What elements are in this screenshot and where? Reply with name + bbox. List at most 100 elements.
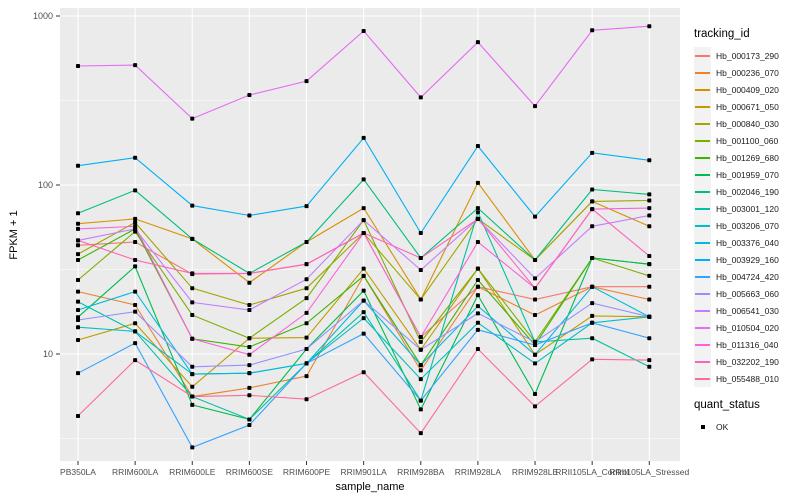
data-point-Hb_001269_680: [76, 257, 80, 262]
data-point-Hb_000671_050: [76, 338, 80, 343]
x-tick-label: RRIM600LE: [169, 467, 216, 477]
x-tick-label: RRIM928BA: [397, 467, 445, 477]
data-point-Hb_003001_120: [475, 210, 480, 215]
legend-item-label: Hb_011316_040: [716, 339, 779, 350]
x-tick-label: RRIM928LA: [455, 467, 502, 477]
legend-key-line-icon: [694, 285, 711, 302]
data-point-Hb_006541_030: [361, 218, 366, 223]
data-point-Hb_005663_060: [647, 314, 652, 319]
legend-key-line-icon: [694, 251, 711, 268]
data-point-Hb_003376_040: [418, 363, 423, 368]
data-point-Hb_032202_190: [475, 216, 480, 221]
data-point-Hb_002046_190: [590, 187, 595, 192]
legend-item-Hb_002046_190: Hb_002046_190: [694, 183, 800, 200]
data-point-Hb_000173_290: [647, 284, 652, 289]
data-point-Hb_002046_190: [533, 257, 538, 262]
data-point-Hb_006541_030: [647, 213, 652, 218]
legend-item-Hb_000236_070: Hb_000236_070: [694, 64, 800, 81]
y-tick-label: 10: [43, 349, 53, 359]
data-point-Hb_032202_190: [304, 262, 309, 267]
data-point-Hb_011316_040: [475, 239, 480, 244]
data-point-Hb_005663_060: [190, 364, 195, 369]
data-point-Hb_006541_030: [418, 268, 423, 273]
data-point-Hb_011316_040: [247, 352, 252, 357]
legend-item-label: Hb_004724_420: [716, 271, 779, 282]
data-point-Hb_004724_420: [304, 361, 309, 366]
data-point-Hb_032202_190: [247, 271, 252, 276]
data-point-Hb_055488_010: [418, 431, 423, 436]
data-point-Hb_004724_420: [590, 320, 595, 325]
data-point-Hb_001959_070: [647, 262, 652, 267]
data-point-Hb_002046_190: [304, 239, 309, 244]
legend-item-quant-OK: OK: [694, 418, 800, 435]
data-point-Hb_005663_060: [304, 347, 309, 352]
data-point-Hb_003929_160: [76, 163, 80, 168]
data-point-Hb_005663_060: [475, 311, 480, 316]
data-point-Hb_001100_060: [647, 273, 652, 278]
data-point-Hb_003001_120: [247, 417, 252, 422]
data-point-Hb_011316_040: [647, 206, 652, 211]
data-point-Hb_003376_040: [76, 308, 80, 313]
x-tick-label: RRIM901LA: [340, 467, 387, 477]
data-point-Hb_032202_190: [533, 286, 538, 291]
legend-item-Hb_011316_040: Hb_011316_040: [694, 336, 800, 353]
data-point-Hb_010504_020: [418, 95, 423, 100]
data-point-Hb_010504_020: [647, 24, 652, 29]
data-point-Hb_004724_420: [418, 398, 423, 403]
data-point-Hb_000840_030: [247, 302, 252, 307]
data-point-Hb_000409_020: [361, 206, 366, 211]
data-point-Hb_055488_010: [475, 347, 480, 352]
data-point-Hb_000236_070: [647, 297, 652, 302]
legend-item-label: OK: [716, 421, 729, 432]
legend-key-line-icon: [694, 302, 711, 319]
x-axis-title: sample_name: [335, 481, 405, 493]
legend-key-line-icon: [694, 200, 711, 217]
data-point-Hb_002046_190: [647, 192, 652, 197]
legend-item-Hb_006541_030: Hb_006541_030: [694, 302, 800, 319]
data-point-Hb_003929_160: [590, 150, 595, 155]
legend-item-label: Hb_000173_290: [716, 50, 779, 61]
data-point-Hb_055488_010: [76, 413, 80, 418]
data-point-Hb_001269_680: [475, 278, 480, 283]
data-point-Hb_055488_010: [247, 393, 252, 398]
legend-key-line-icon: [694, 149, 711, 166]
data-point-Hb_000236_070: [475, 284, 480, 289]
legend-item-Hb_001100_060: Hb_001100_060: [694, 132, 800, 149]
data-point-Hb_005663_060: [590, 301, 595, 306]
data-point-Hb_006541_030: [247, 308, 252, 313]
data-point-Hb_055488_010: [590, 357, 595, 362]
x-tick-label: RRIM600LA: [112, 467, 159, 477]
legend-item-label: Hb_032202_190: [716, 356, 779, 367]
data-point-Hb_000236_070: [418, 368, 423, 373]
data-point-Hb_001100_060: [304, 296, 309, 301]
data-point-Hb_055488_010: [533, 404, 538, 409]
data-point-Hb_003206_070: [76, 325, 80, 330]
data-point-Hb_010504_020: [76, 63, 80, 68]
data-point-Hb_005663_060: [133, 309, 138, 314]
legend-key-line-icon: [694, 336, 711, 353]
data-point-Hb_032202_190: [190, 271, 195, 276]
data-point-Hb_000173_290: [533, 297, 538, 302]
data-point-Hb_032202_190: [647, 254, 652, 259]
legend-key-line-icon: [694, 353, 711, 370]
data-point-Hb_003929_160: [304, 204, 309, 209]
x-tick-label: RRIM928LE: [512, 467, 559, 477]
legend-item-Hb_003001_120: Hb_003001_120: [694, 200, 800, 217]
data-point-Hb_001269_680: [361, 273, 366, 278]
legend-key-line-icon: [694, 217, 711, 234]
data-point-Hb_003376_040: [590, 284, 595, 289]
legend-key-line-icon: [694, 64, 711, 81]
data-point-Hb_002046_190: [76, 211, 80, 216]
data-point-Hb_055488_010: [361, 370, 366, 375]
data-point-Hb_001100_060: [475, 266, 480, 271]
data-point-Hb_003929_160: [475, 144, 480, 149]
legend-key-line-icon: [694, 319, 711, 336]
data-point-Hb_010504_020: [304, 79, 309, 84]
data-point-Hb_004724_420: [76, 371, 80, 376]
data-point-Hb_001100_060: [76, 278, 80, 283]
data-point-Hb_001959_070: [133, 264, 138, 269]
legend-item-label: Hb_002046_190: [716, 186, 779, 197]
data-point-Hb_003001_120: [647, 364, 652, 369]
data-point-Hb_004724_420: [475, 327, 480, 332]
data-point-Hb_000671_050: [133, 321, 138, 326]
